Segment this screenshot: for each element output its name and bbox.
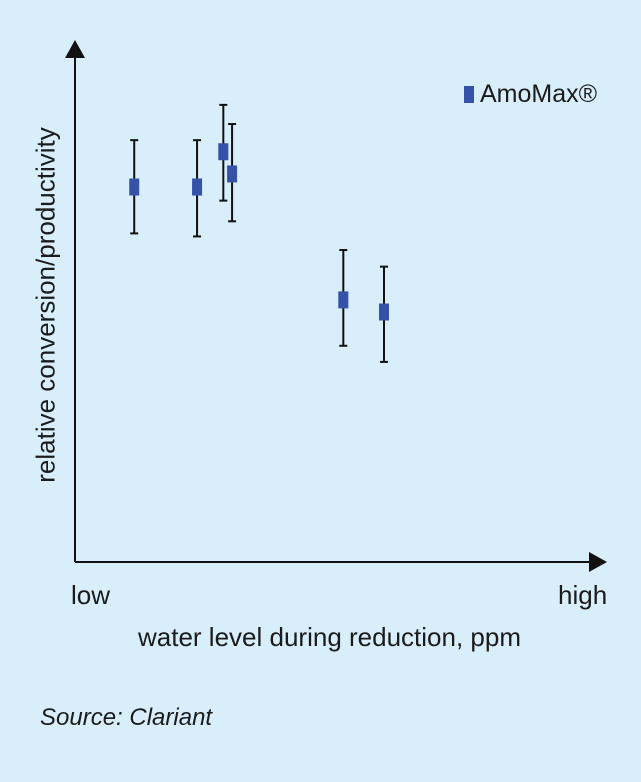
data-marker	[338, 291, 349, 309]
x-axis-arrow	[589, 552, 607, 572]
data-point-3	[218, 103, 229, 202]
data-point-2	[192, 139, 203, 238]
data-marker	[218, 143, 229, 161]
source-note: Source: Clariant	[40, 704, 213, 731]
legend: AmoMax®	[464, 80, 597, 109]
data-point-1	[129, 139, 140, 235]
data-point-6	[379, 265, 389, 363]
x-tick-label-high: high	[558, 580, 608, 610]
data-point-5	[338, 249, 349, 347]
y-axis-label: relative conversion/productivity	[30, 127, 61, 483]
legend-label: AmoMax®	[480, 80, 598, 108]
x-tick-label-low: low	[71, 580, 111, 610]
legend-swatch	[464, 86, 474, 103]
y-axis-arrow	[65, 40, 85, 58]
data-marker	[227, 165, 238, 183]
data-marker	[129, 178, 140, 196]
data-points-layer	[129, 103, 389, 363]
data-marker	[192, 178, 203, 196]
x-axis-label: water level during reduction, ppm	[138, 622, 521, 652]
data-point-4	[227, 123, 238, 223]
data-marker	[379, 303, 389, 321]
